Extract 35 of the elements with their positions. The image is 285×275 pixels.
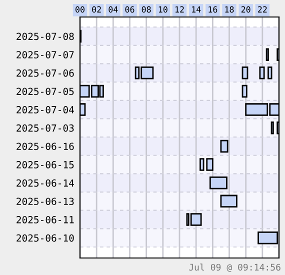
bar bbox=[242, 66, 248, 80]
y-tick-label: 2025-06-15 bbox=[16, 161, 74, 168]
x-tick-label: 14 bbox=[192, 6, 201, 12]
x-tick-label: 20 bbox=[241, 6, 250, 13]
x-tick-label: 04 bbox=[108, 6, 118, 13]
x-tick-label: 00 bbox=[76, 6, 84, 13]
y-tick-label: 2025-07-04 bbox=[16, 106, 74, 114]
bar bbox=[259, 66, 265, 80]
x-tick-label: 22 bbox=[258, 6, 267, 12]
x-tick-label: 18 bbox=[225, 6, 234, 13]
bar bbox=[190, 213, 202, 226]
y-tick-label: 2025-06-13 bbox=[16, 198, 74, 206]
y-tick-label: 2025-07-05 bbox=[16, 88, 74, 96]
x-tick-label: 06 bbox=[125, 6, 134, 13]
y-tick-label: 2025-07-06 bbox=[16, 69, 74, 77]
bar bbox=[220, 140, 228, 153]
y-tick-label: 2025-06-10 bbox=[16, 234, 74, 242]
x-tick-label: 02 bbox=[92, 6, 101, 13]
bar bbox=[209, 176, 228, 190]
bar bbox=[220, 194, 238, 208]
bar bbox=[200, 158, 204, 171]
y-tick-label: 2025-07-03 bbox=[16, 124, 74, 132]
y-tick-label: 2025-06-14 bbox=[16, 179, 74, 187]
bar bbox=[242, 84, 248, 98]
x-tick-label: 16 bbox=[208, 6, 218, 13]
y-tick-label: 2025-06-11 bbox=[16, 216, 74, 224]
text: Jul 09 @ 09:14:56 bbox=[189, 264, 280, 272]
x-tick-label: 08 bbox=[142, 6, 151, 13]
y-tick-label: 2025-07-08 bbox=[16, 32, 74, 40]
bar bbox=[206, 158, 214, 171]
bar bbox=[268, 66, 272, 80]
y-tick-label: 2025-06-16 bbox=[16, 142, 74, 150]
x-tick-label: 12 bbox=[175, 6, 184, 12]
x-tick-label: 10 bbox=[158, 6, 168, 13]
y-tick-label: 2025-07-07 bbox=[16, 51, 74, 58]
